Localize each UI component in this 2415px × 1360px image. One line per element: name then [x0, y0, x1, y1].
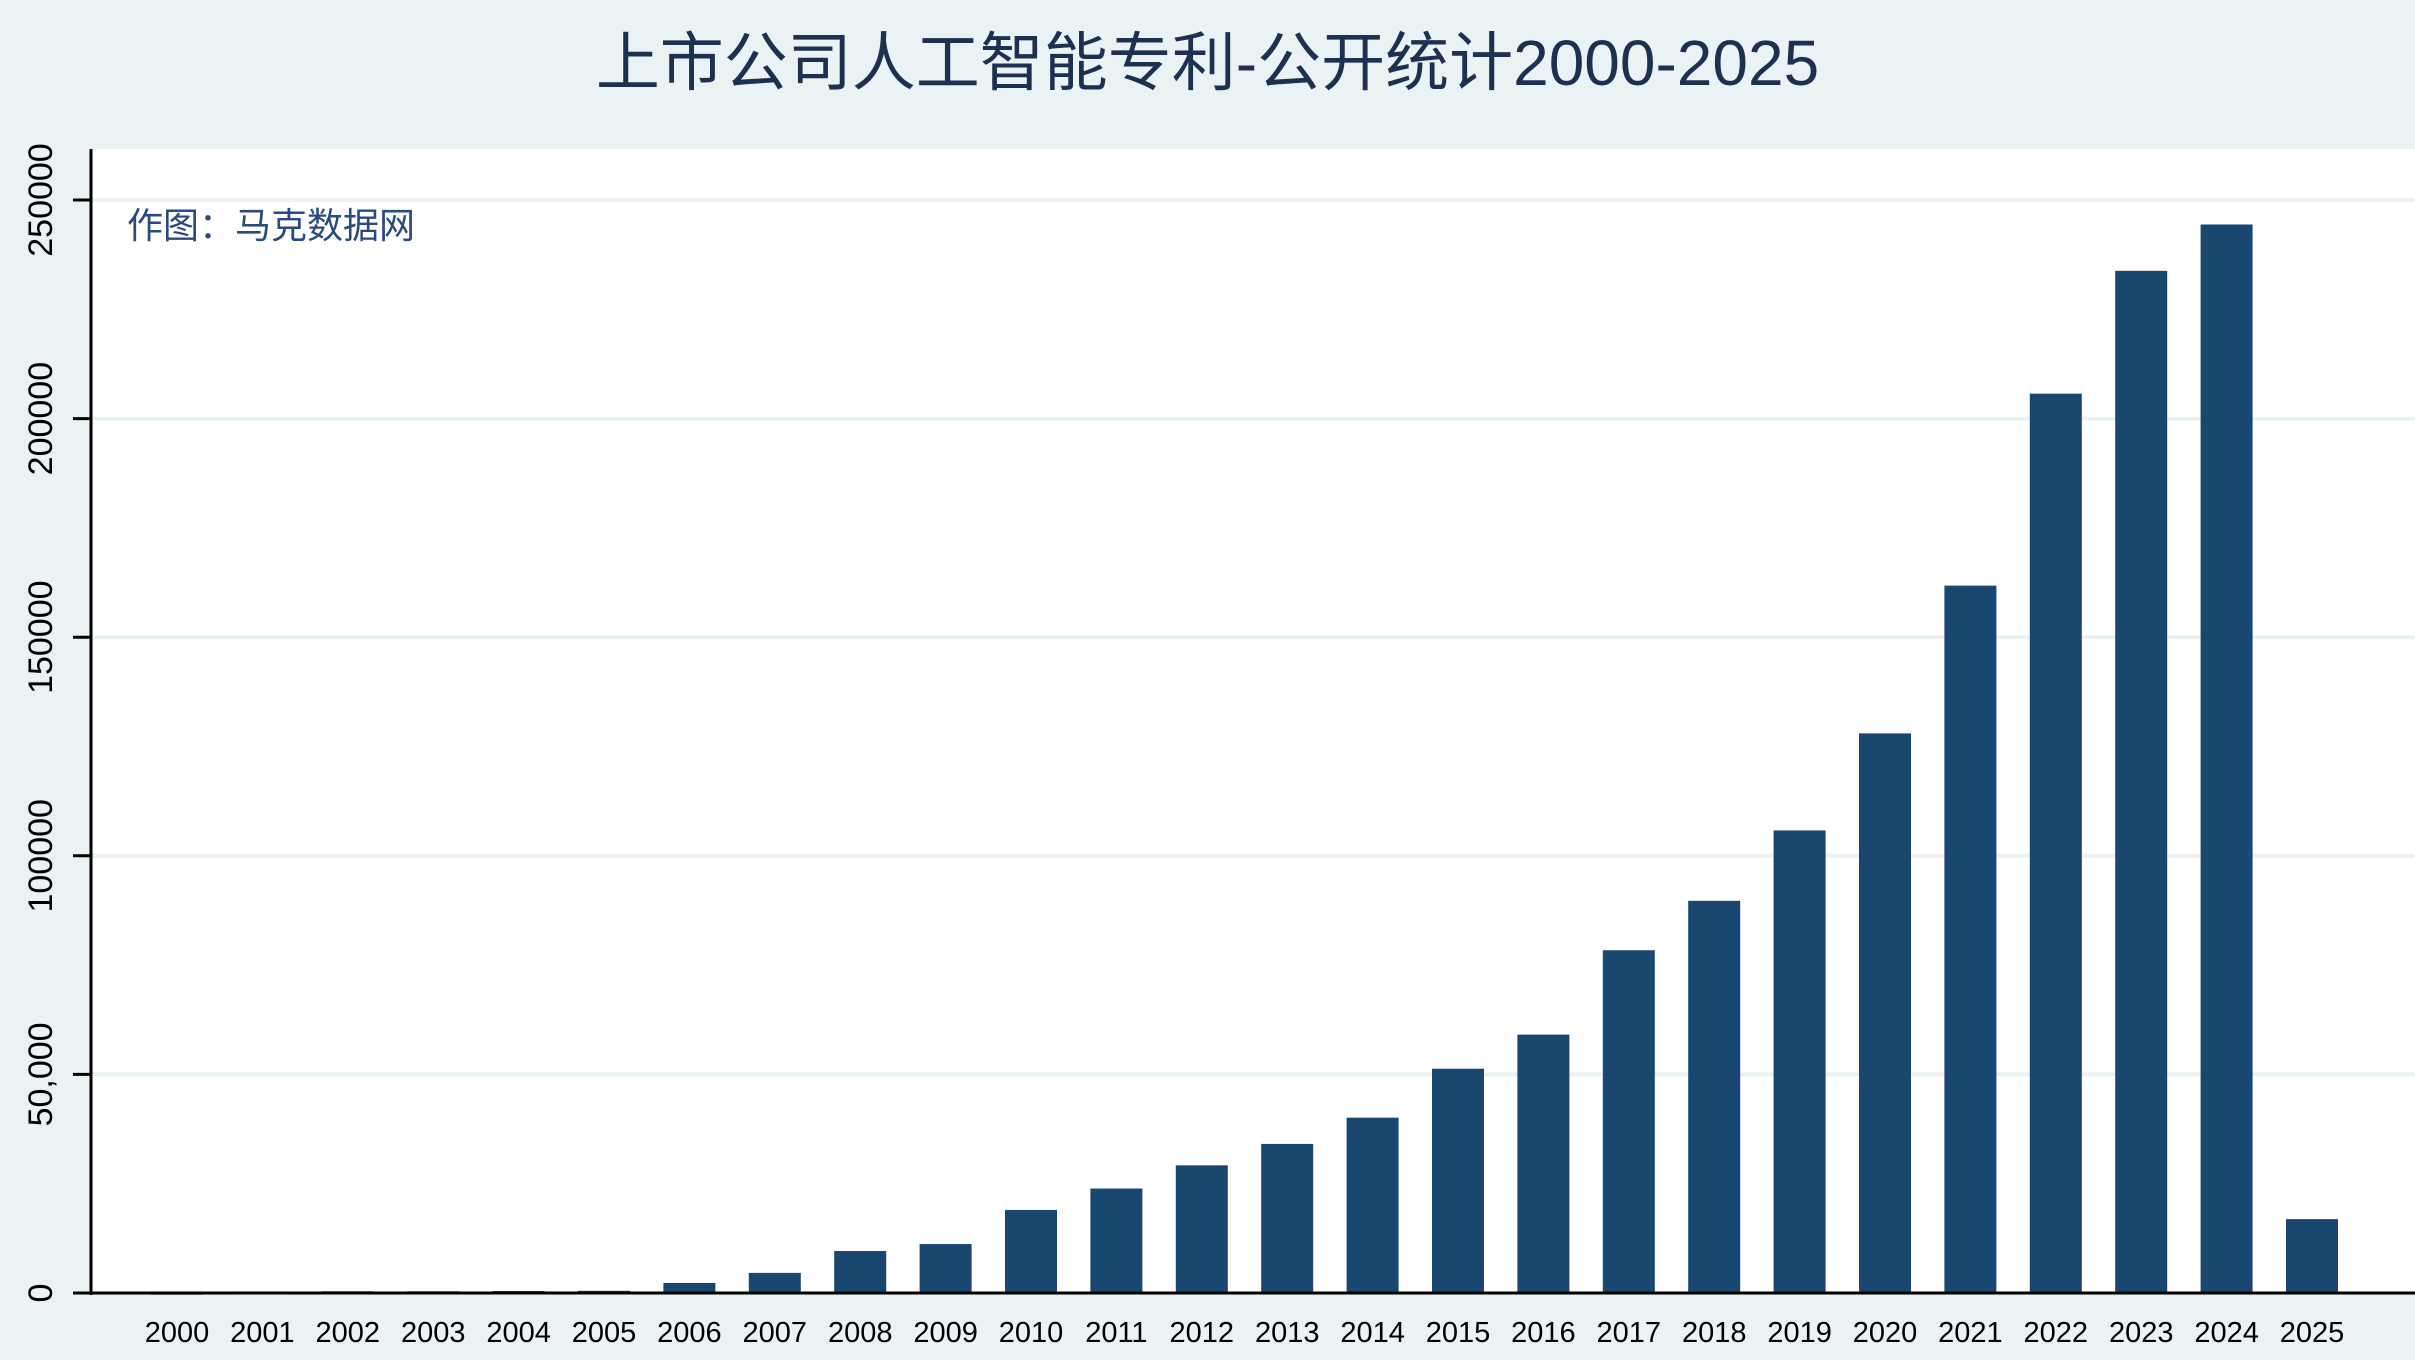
- plot-area: [91, 149, 2415, 1293]
- x-tick-label: 2009: [913, 1317, 978, 1349]
- bar-2011: [1090, 1188, 1143, 1293]
- y-tick-label: 250000: [22, 143, 60, 256]
- x-tick-label: 2025: [2280, 1317, 2345, 1349]
- bar-2006: [663, 1282, 716, 1293]
- x-tick-label: 2018: [1682, 1317, 1747, 1349]
- x-tick-label: 2017: [1597, 1317, 1662, 1349]
- bar-2015: [1432, 1068, 1484, 1293]
- x-tick-label: 2014: [1340, 1317, 1405, 1349]
- x-tick-label: 2010: [999, 1317, 1064, 1349]
- y-tick-label: 200000: [22, 362, 60, 475]
- bar-2024: [2200, 224, 2253, 1294]
- bar-2017: [1602, 950, 1655, 1293]
- x-tick-label: 2024: [2194, 1317, 2259, 1349]
- y-tick-label: 0: [22, 1284, 60, 1303]
- bar-2008: [834, 1251, 887, 1293]
- bar-2012: [1175, 1165, 1228, 1293]
- bar-2014: [1346, 1117, 1399, 1293]
- bar-2020: [1859, 733, 1911, 1293]
- chart-title: 上市公司人工智能专利-公开统计2000-2025: [595, 27, 1820, 99]
- x-tick-label: 2013: [1255, 1317, 1320, 1349]
- x-tick-label: 2004: [486, 1317, 551, 1349]
- bar-2019: [1773, 830, 1826, 1293]
- x-tick-label: 2005: [572, 1317, 637, 1349]
- bar-2013: [1261, 1143, 1314, 1293]
- bar-2010: [1005, 1209, 1057, 1293]
- x-tick-label: 2002: [316, 1317, 381, 1349]
- x-tick-label: 2006: [657, 1317, 722, 1349]
- x-tick-label: 2000: [145, 1317, 210, 1349]
- x-tick-label: 2015: [1426, 1317, 1491, 1349]
- x-tick-label: 2019: [1767, 1317, 1832, 1349]
- bar-2023: [2115, 270, 2168, 1293]
- bar-2022: [2029, 393, 2082, 1294]
- bar-2009: [919, 1244, 972, 1293]
- bar-2007: [748, 1272, 801, 1293]
- y-tick-label: 150000: [22, 580, 60, 693]
- annotation: 作图：马克数据网: [127, 206, 415, 247]
- y-tick-label: 100000: [22, 799, 60, 912]
- y-tick-label: 50,000: [22, 1022, 60, 1126]
- x-tick-label: 2021: [1938, 1317, 2003, 1349]
- x-tick-label: 2001: [230, 1317, 295, 1349]
- bar-2021: [1944, 585, 1997, 1293]
- x-tick-label: 2008: [828, 1317, 893, 1349]
- x-tick-label: 2003: [401, 1317, 466, 1349]
- x-tick-label: 2016: [1511, 1317, 1576, 1349]
- x-tick-label: 2011: [1085, 1317, 1147, 1349]
- x-tick-label: 2020: [1853, 1317, 1918, 1349]
- x-tick-label: 2007: [743, 1317, 808, 1349]
- bar-2018: [1688, 900, 1741, 1293]
- bar-2016: [1517, 1034, 1570, 1293]
- bar-2025: [2286, 1219, 2338, 1293]
- x-tick-label: 2022: [2024, 1317, 2089, 1349]
- x-tick-label: 2023: [2109, 1317, 2174, 1349]
- x-tick-label: 2012: [1170, 1317, 1235, 1349]
